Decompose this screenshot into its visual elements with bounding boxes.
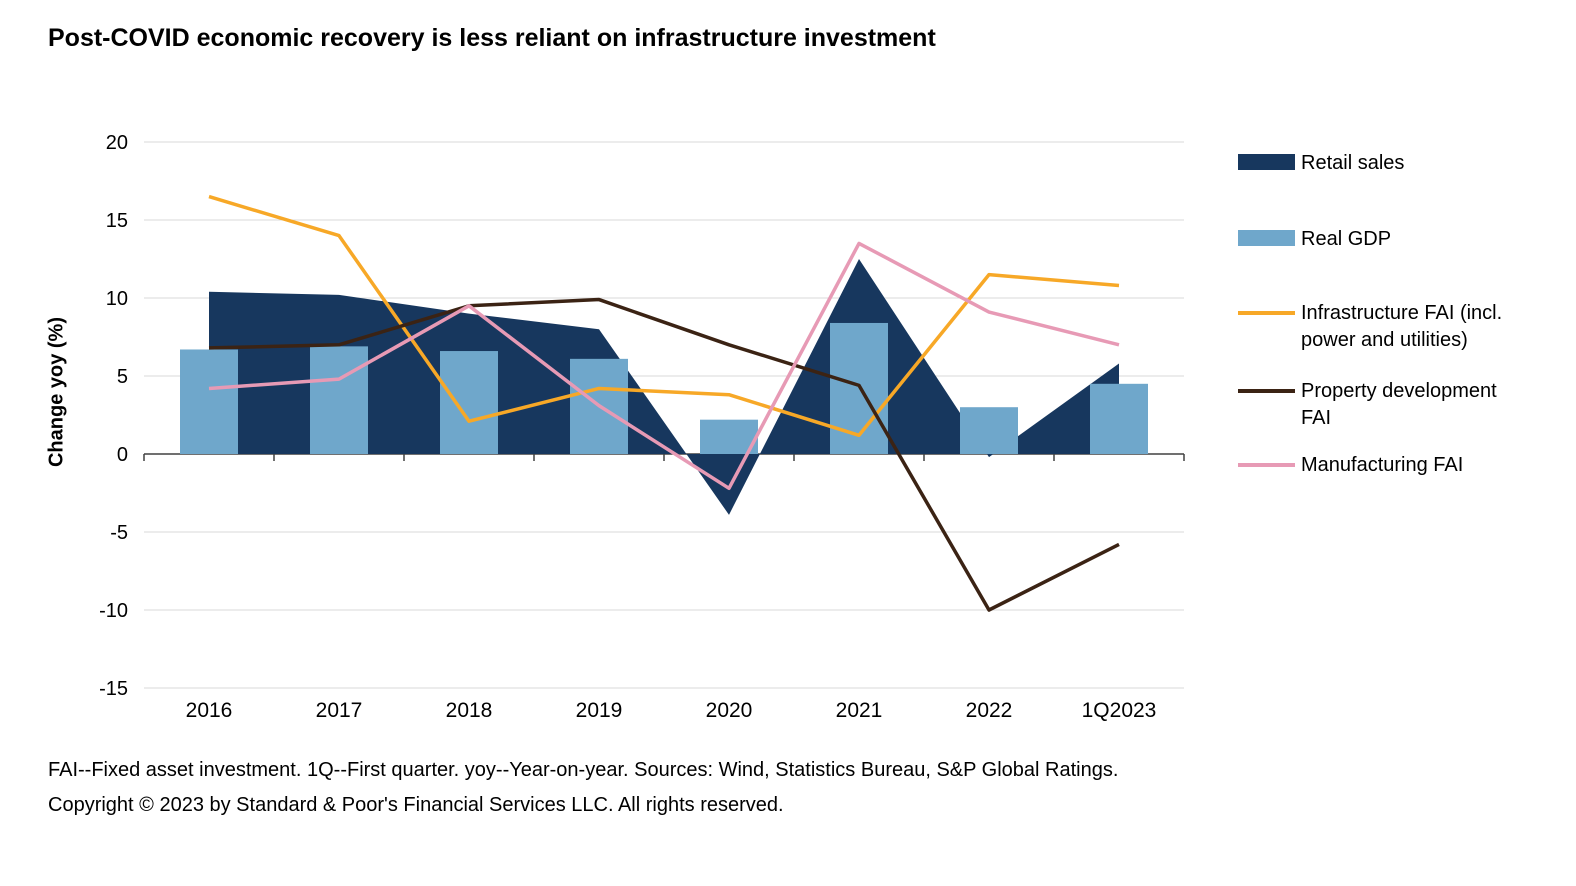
legend-label-line: Property development [1301,380,1497,402]
legend-label: Real GDP [1301,226,1537,253]
notes: FAI--Fixed asset investment. 1Q--First q… [48,753,1138,823]
manufacturing-fai-swatch [1238,463,1295,467]
svg-text:-5: -5 [110,522,128,544]
svg-text:0: 0 [117,444,128,466]
svg-text:-15: -15 [99,678,128,700]
infrastructure-fai-swatch [1238,311,1295,315]
svg-text:15: 15 [106,210,128,232]
legend-label-line: power and utilities) [1301,329,1468,351]
svg-text:5: 5 [117,366,128,388]
legend-label: Retail sales [1301,150,1537,177]
source-note: FAI--Fixed asset investment. 1Q--First q… [48,759,1119,781]
legend-item-real-gdp: Real GDP [1238,226,1537,253]
legend-label: Property development FAI [1301,378,1537,432]
legend: Retail sales Real GDP Infrastructure FAI… [1238,0,1558,886]
svg-text:10: 10 [106,288,128,310]
svg-text:2020: 2020 [706,699,753,722]
chart-title: Post-COVID economic recovery is less rel… [48,24,936,52]
chart-plot: -15 -10 -5 0 5 10 15 20 2016 2017 2018 2019 2020 2021… [99,132,1185,722]
svg-text:2019: 2019 [576,699,623,722]
legend-label-line: Retail sales [1301,152,1405,174]
retail-sales-swatch [1238,154,1295,170]
svg-text:1Q2023: 1Q2023 [1082,699,1157,722]
legend-label-line: Real GDP [1301,228,1392,250]
legend-label-line: Infrastructure FAI (incl. [1301,302,1503,324]
svg-text:20: 20 [106,132,128,154]
svg-text:2021: 2021 [836,699,883,722]
legend-label-line: Manufacturing FAI [1301,454,1464,476]
legend-item-manufacturing-fai: Manufacturing FAI [1238,452,1537,479]
svg-text:2022: 2022 [966,699,1013,722]
legend-item-retail-sales: Retail sales [1238,150,1537,177]
legend-label-line: FAI [1301,407,1332,429]
legend-label: Infrastructure FAI (incl. power and util… [1301,300,1537,354]
svg-text:2018: 2018 [446,699,493,722]
svg-text:-10: -10 [99,600,128,622]
real-gdp-swatch [1238,230,1295,246]
svg-text:2016: 2016 [186,699,233,722]
copyright-note: Copyright © 2023 by Standard & Poor's Fi… [48,794,784,816]
svg-text:2017: 2017 [316,699,363,722]
property-development-fai-swatch [1238,389,1295,393]
legend-label: Manufacturing FAI [1301,452,1537,479]
legend-item-infrastructure-fai: Infrastructure FAI (incl. power and util… [1238,300,1537,354]
legend-item-property-development-fai: Property development FAI [1238,378,1537,432]
